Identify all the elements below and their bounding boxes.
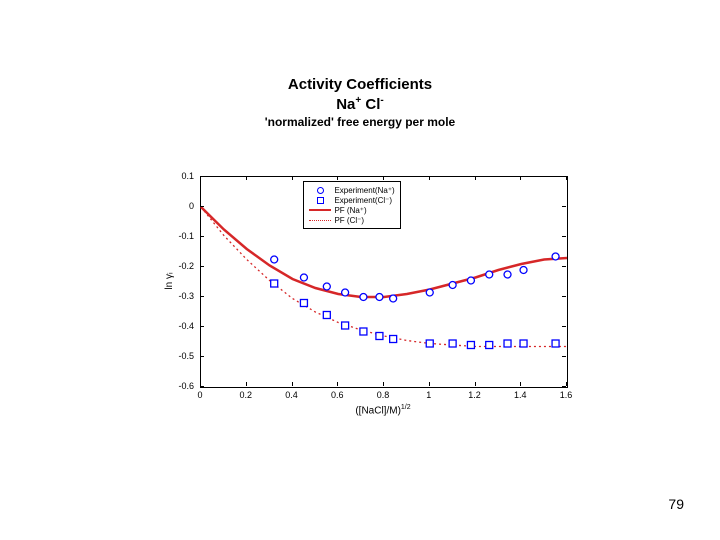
- page-number: 79: [668, 496, 684, 512]
- na-text: Na: [336, 96, 355, 113]
- y-tick-label: -0.5: [150, 351, 194, 361]
- y-tick-label: -0.4: [150, 321, 194, 331]
- y-tick-label: -0.2: [150, 261, 194, 271]
- legend-label: Experiment(Cl⁻): [334, 196, 392, 205]
- x-axis-label: ([NaCl]/M)1/2: [355, 404, 410, 416]
- legend-item: Experiment(Cl⁻): [309, 195, 394, 205]
- title-line1: Activity Coefficients: [0, 76, 720, 93]
- title-line2: Na+ Cl-: [0, 95, 720, 113]
- legend-label: PF (Cl⁻): [334, 216, 364, 225]
- y-tick-label: -0.3: [150, 291, 194, 301]
- x-tick-label: 1.6: [560, 390, 573, 400]
- legend-label: Experiment(Na⁺): [334, 186, 394, 195]
- x-tick-label: 0.8: [377, 390, 390, 400]
- subtitle: 'normalized' free energy per mole: [0, 115, 720, 129]
- title-block: Activity Coefficients Na+ Cl- 'normalize…: [0, 76, 720, 129]
- legend-label: PF (Na⁺): [334, 206, 366, 215]
- legend-item: PF (Cl⁻): [309, 215, 394, 225]
- x-tick-label: 1.2: [468, 390, 481, 400]
- y-tick-label: 0.1: [150, 171, 194, 181]
- x-tick-label: 0.2: [239, 390, 252, 400]
- x-tick-label: 0: [197, 390, 202, 400]
- cl-sup: -: [380, 95, 383, 106]
- legend: Experiment(Na⁺)Experiment(Cl⁻)PF (Na⁺)PF…: [303, 181, 400, 229]
- x-tick-label: 0.4: [285, 390, 298, 400]
- plot-area: Experiment(Na⁺)Experiment(Cl⁻)PF (Na⁺)PF…: [200, 176, 568, 388]
- legend-item: PF (Na⁺): [309, 205, 394, 215]
- x-tick-label: 1: [426, 390, 431, 400]
- chart-container: Experiment(Na⁺)Experiment(Cl⁻)PF (Na⁺)PF…: [150, 168, 580, 416]
- slide: Activity Coefficients Na+ Cl- 'normalize…: [0, 0, 720, 540]
- y-tick-label: -0.1: [150, 231, 194, 241]
- y-tick-label: -0.6: [150, 381, 194, 391]
- y-axis-label: ln γᵢ: [164, 272, 175, 289]
- y-tick-label: 0: [150, 201, 194, 211]
- cl-text: Cl: [361, 96, 380, 113]
- x-tick-label: 0.6: [331, 390, 344, 400]
- legend-item: Experiment(Na⁺): [309, 185, 394, 195]
- x-tick-label: 1.4: [514, 390, 527, 400]
